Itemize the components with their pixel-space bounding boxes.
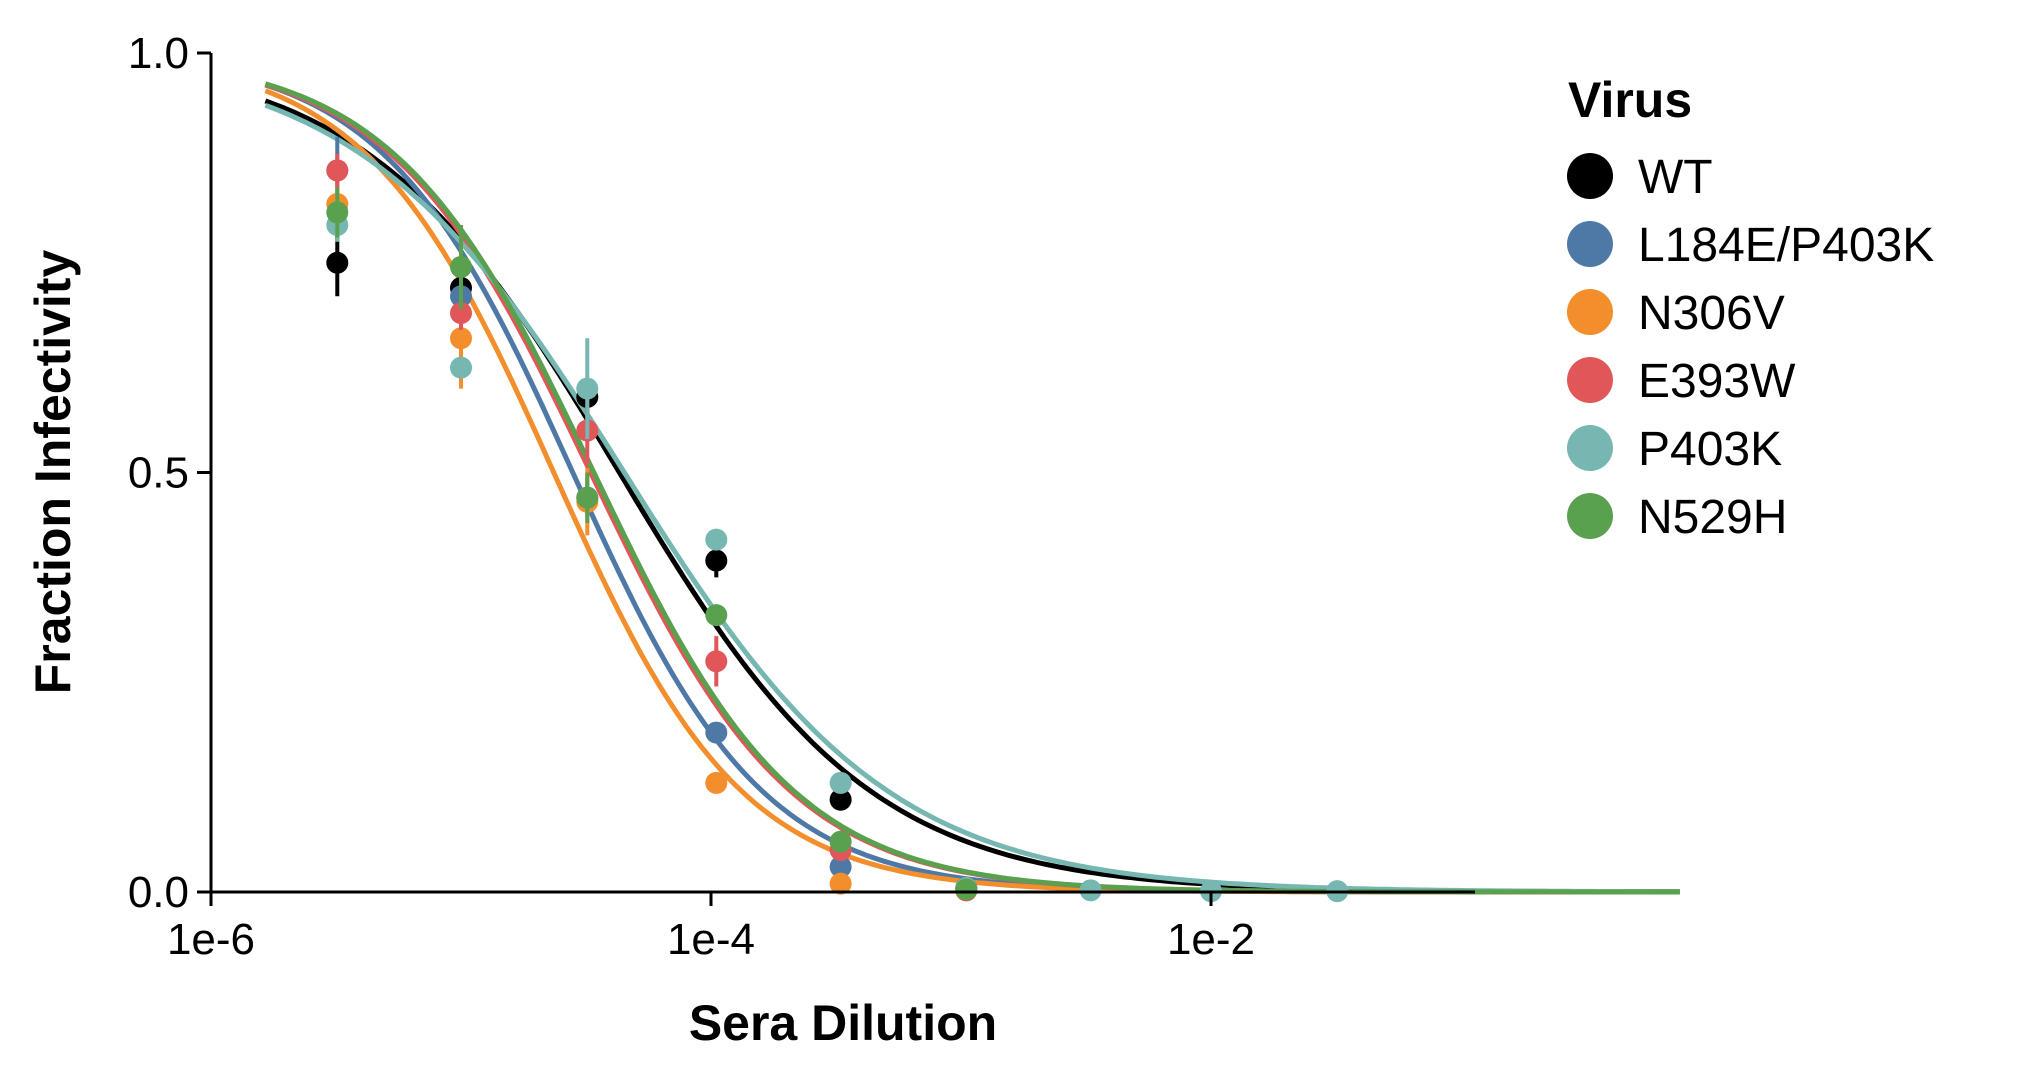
data-point (450, 327, 472, 350)
data-point (326, 201, 349, 224)
y-tick-label: 0.0 (128, 868, 189, 917)
data-point (829, 788, 852, 811)
fit-curve-e393w (264, 82, 1680, 895)
data-point (450, 302, 472, 325)
data-point (705, 549, 728, 572)
legend-label: N529H (1638, 491, 1787, 544)
fit-curve-p403k (264, 102, 1680, 895)
data-point (705, 604, 728, 627)
x-tick-label: 1e-2 (1167, 915, 1255, 964)
legend-swatch (1567, 493, 1613, 539)
legend-swatch (1567, 221, 1613, 267)
data-point (326, 251, 349, 274)
fit-curve-l184e-p403k (264, 82, 1680, 895)
data-point (576, 377, 599, 400)
legend-title: Virus (1568, 72, 1692, 128)
fit-curve-n306v (264, 88, 1680, 895)
data-point (705, 721, 728, 744)
fit-curves (264, 81, 1680, 895)
legend-label: N306V (1638, 287, 1785, 340)
data-point (576, 486, 599, 509)
legend-label: P403K (1638, 423, 1782, 476)
legend: Virus WT L184E/P403K N306V E393W P403K N529H (1567, 72, 1934, 544)
fit-curve-n529h (264, 81, 1680, 895)
x-tick-label: 1e-4 (667, 915, 755, 964)
data-point (450, 255, 472, 278)
data-point (829, 872, 852, 895)
data-point (829, 771, 852, 794)
x-axis-title: Sera Dilution (689, 995, 997, 1051)
legend-label: E393W (1638, 355, 1796, 408)
data-point (705, 650, 728, 673)
y-axis-title: Fraction Infectivity (25, 250, 81, 695)
data-point (829, 855, 852, 878)
y-tick-label: 0.5 (128, 449, 189, 498)
data-point (705, 771, 728, 794)
data-point (829, 830, 852, 853)
data-point (450, 356, 472, 379)
y-axis-ticks: 0.0 0.5 1.0 (128, 29, 211, 917)
data-point (705, 528, 728, 551)
legend-swatch (1567, 425, 1613, 471)
axes: 1e-6 1e-4 1e-2 0.0 0.5 1.0 Sera Dilution Fra… (25, 29, 1475, 1051)
data-point (1079, 879, 1102, 902)
legend-swatch (1567, 153, 1613, 199)
data-point (955, 878, 978, 901)
legend-swatch (1567, 357, 1613, 403)
legend-label: WT (1638, 151, 1713, 204)
legend-swatch (1567, 289, 1613, 335)
x-axis-ticks: 1e-6 1e-4 1e-2 (167, 892, 1255, 964)
data-point (326, 159, 349, 182)
x-tick-label: 1e-6 (167, 915, 255, 964)
legend-items: WT L184E/P403K N306V E393W P403K N529H (1567, 151, 1934, 544)
fit-curve-wt (264, 98, 1680, 895)
legend-label: L184E/P403K (1638, 219, 1934, 272)
y-tick-label: 1.0 (128, 29, 189, 78)
data-points (326, 136, 1349, 903)
